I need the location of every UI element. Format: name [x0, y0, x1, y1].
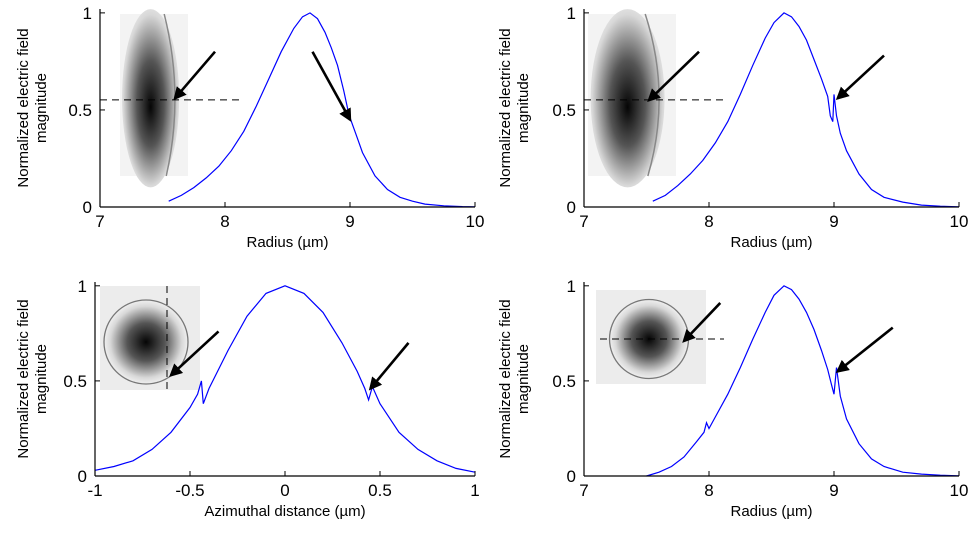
y-tick-label: 1 [567, 4, 576, 23]
x-tick-label: 7 [579, 481, 588, 500]
y-tick-label: 0.5 [552, 101, 576, 120]
x-tick-label: 7 [95, 212, 104, 231]
y-axis-label: Normalized electric fieldmagnitude [15, 299, 50, 458]
x-tick-label: 1 [470, 481, 479, 500]
x-tick-label: 8 [220, 212, 229, 231]
x-tick-label: 7 [579, 212, 588, 231]
y-tick-label: 1 [83, 4, 92, 23]
annotation-arrow-2 [173, 50, 216, 101]
y-axis-label-line: Normalized electric field [497, 299, 514, 458]
x-tick-label: 10 [950, 212, 969, 231]
inset-image [596, 290, 724, 384]
inset-image [100, 9, 243, 188]
y-tick-label: 0.5 [68, 101, 92, 120]
y-tick-label: 0 [567, 198, 576, 217]
x-tick-label: 9 [345, 212, 354, 231]
y-axis-label-line: magnitude [515, 73, 532, 143]
x-axis-label: Radius (µm) [731, 503, 813, 520]
x-tick-label: 8 [704, 481, 713, 500]
data-line [94, 285, 476, 473]
y-tick-label: 0 [567, 467, 576, 486]
annotation-arrow-2 [682, 302, 722, 343]
y-axis-label-line: Normalized electric field [15, 299, 32, 458]
inset-field-profile [122, 9, 180, 188]
y-axis-label-line: magnitude [33, 344, 50, 414]
x-tick-label: -0.5 [175, 481, 204, 500]
x-axis-label: Radius (µm) [731, 234, 813, 251]
y-axis-label: Normalized electric fieldmagnitude [497, 28, 532, 187]
annotation-arrow-2 [169, 330, 220, 377]
inset-image [100, 286, 200, 394]
x-tick-label: 0.5 [368, 481, 392, 500]
data-line [168, 12, 476, 208]
annotation-arrow-1 [835, 326, 894, 374]
y-axis-label: Normalized electric fieldmagnitude [15, 28, 50, 187]
x-tick-label: 10 [466, 212, 485, 231]
annotation-arrow-2 [647, 50, 700, 103]
y-axis-label: Normalized electric fieldmagnitude [497, 299, 532, 458]
y-tick-label: 0.5 [63, 372, 87, 391]
panel-bottom-right: 7 8 9 10 0 0.5 1 Radius (µm) Normalized electric… [497, 277, 968, 520]
x-axis-label: Radius (µm) [247, 234, 329, 251]
x-tick-label: 9 [829, 481, 838, 500]
panel-top-left: 7 8 9 10 0 0.5 1 Radius (µm) Normalized electric… [15, 4, 484, 251]
x-tick-label: 0 [280, 481, 289, 500]
y-axis-label-line: Normalized electric field [497, 28, 514, 187]
panel-top-right: 7 8 9 10 0 0.5 1 Radius (µm) Normalized electric… [497, 4, 968, 251]
annotation-arrow-1 [835, 54, 885, 101]
y-tick-label: 0 [83, 198, 92, 217]
y-axis-label-line: Normalized electric field [15, 28, 32, 187]
x-tick-label: -1 [87, 481, 102, 500]
y-axis-label-line: magnitude [33, 73, 50, 143]
y-tick-label: 0.5 [552, 372, 576, 391]
inset-field-profile [590, 9, 665, 188]
y-tick-label: 1 [567, 277, 576, 296]
x-axis-label: Azimuthal distance (µm) [204, 503, 365, 520]
y-tick-label: 1 [78, 277, 87, 296]
data-line [652, 12, 960, 208]
inset-image [584, 9, 727, 188]
x-tick-label: 9 [829, 212, 838, 231]
annotation-arrow-1 [368, 342, 410, 391]
panel-bottom-left: -1 -0.5 0 0.5 1 0 0.5 1 Azimuthal distance (µm) N… [15, 277, 480, 520]
x-tick-label: 8 [704, 212, 713, 231]
y-tick-label: 0 [78, 467, 87, 486]
y-axis-label-line: magnitude [515, 344, 532, 414]
x-tick-label: 10 [950, 481, 969, 500]
data-line [646, 285, 960, 477]
annotation-arrow-1 [311, 51, 352, 122]
